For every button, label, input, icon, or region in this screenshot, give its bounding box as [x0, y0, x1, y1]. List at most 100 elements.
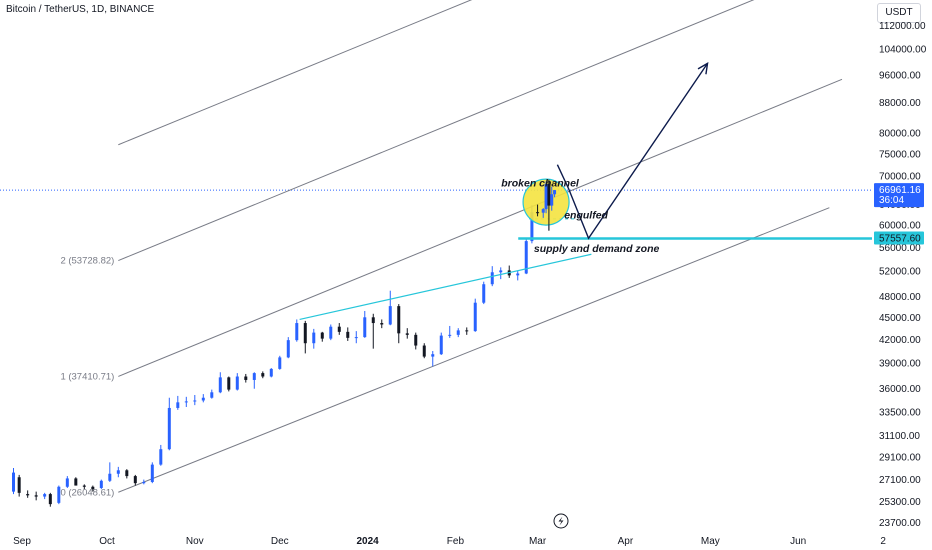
candle — [286, 337, 290, 359]
y-tick-label: 70000.00 — [879, 171, 921, 182]
candle — [507, 265, 511, 278]
candle — [142, 479, 146, 485]
candle — [346, 327, 350, 341]
x-tick-label: Mar — [529, 536, 547, 547]
candle — [235, 373, 239, 391]
candle — [65, 476, 69, 488]
candle — [227, 376, 231, 392]
y-tick-label: 48000.00 — [879, 292, 921, 303]
channel-line[interactable] — [118, 0, 842, 146]
x-tick-label: May — [701, 536, 720, 547]
candle — [465, 327, 469, 335]
candle — [363, 310, 367, 338]
currency-button[interactable]: USDT — [877, 3, 921, 23]
candle — [34, 491, 38, 501]
y-tick-label: 31100.00 — [879, 431, 920, 442]
candle — [544, 181, 548, 214]
candle — [337, 323, 341, 335]
candle — [456, 328, 460, 338]
y-tick-label: 36000.00 — [879, 384, 921, 395]
x-tick-label: Oct — [99, 536, 115, 547]
candle — [516, 271, 520, 281]
channel-line[interactable] — [118, 207, 830, 493]
current-price-label: 66961.16 — [879, 185, 921, 196]
zone-price-tag: 57557.60 — [874, 231, 924, 245]
candle — [159, 444, 163, 466]
candle — [553, 189, 557, 198]
candle — [167, 397, 171, 451]
candle — [536, 204, 540, 217]
candle — [550, 186, 554, 211]
y-tick-label: 112000.00 — [879, 21, 926, 32]
x-tick-label: Nov — [186, 536, 204, 547]
y-tick-label: 42000.00 — [879, 335, 921, 346]
candle — [439, 332, 443, 355]
candle — [329, 324, 333, 341]
candle — [414, 332, 418, 350]
candle — [116, 466, 120, 478]
candle — [176, 395, 180, 410]
candle — [448, 325, 452, 338]
candle — [482, 281, 486, 305]
channel-line[interactable] — [118, 78, 843, 377]
candle — [150, 462, 154, 484]
candle — [278, 355, 282, 370]
candle — [473, 298, 477, 332]
annotation-supply-demand-zone: supply and demand zone — [534, 243, 660, 255]
x-tick-label: Jun — [790, 536, 806, 547]
x-tick-label: Feb — [447, 536, 465, 547]
candle — [320, 331, 324, 342]
candle — [252, 372, 256, 389]
tradingview-logo-icon[interactable] — [553, 513, 569, 529]
x-tick-label: Dec — [271, 536, 289, 547]
candle — [422, 343, 426, 359]
candle — [48, 492, 52, 507]
candle — [405, 328, 409, 339]
y-tick-label: 29100.00 — [879, 452, 921, 463]
candle — [244, 373, 248, 383]
x-tick-label: Sep — [13, 536, 31, 547]
candle — [108, 462, 112, 482]
candle — [354, 331, 358, 344]
symbol-title: Bitcoin / TetherUS, 1D, BINANCE — [6, 4, 155, 15]
zone-price-label: 57557.60 — [879, 234, 921, 245]
fib-level-label: 2 (53728.82) — [60, 256, 114, 267]
candle — [201, 394, 205, 403]
x-tick-label: 2024 — [356, 536, 379, 547]
candle — [295, 319, 299, 342]
trend-line[interactable] — [299, 253, 592, 321]
y-tick-label: 45000.00 — [879, 313, 921, 324]
projection-path[interactable] — [556, 62, 709, 240]
candle — [184, 396, 188, 408]
candle — [312, 328, 316, 349]
candle — [388, 290, 392, 326]
fib-level-label: 1 (37410.71) — [60, 371, 114, 382]
candle — [133, 474, 137, 486]
candle — [380, 319, 384, 329]
y-tick-label: 52000.00 — [879, 267, 921, 278]
candle — [269, 368, 273, 378]
y-tick-label: 39000.00 — [879, 359, 921, 370]
y-tick-label: 104000.00 — [879, 45, 927, 56]
candle — [218, 372, 222, 394]
candle — [431, 351, 435, 367]
y-tick-label: 75000.00 — [879, 149, 921, 160]
y-tick-label: 56000.00 — [879, 243, 921, 254]
candle — [12, 468, 16, 495]
y-tick-label: 23700.00 — [879, 518, 921, 529]
candle — [499, 267, 503, 280]
candle — [74, 477, 78, 486]
candle — [99, 479, 103, 490]
candle — [82, 484, 86, 490]
candle — [303, 320, 307, 354]
y-tick-label: 88000.00 — [879, 98, 921, 109]
arrow-head-icon — [697, 62, 709, 75]
candle — [193, 395, 197, 406]
channel-line[interactable] — [118, 0, 842, 262]
candle — [524, 238, 528, 275]
candle — [371, 313, 375, 349]
candle — [26, 490, 30, 498]
x-tick-label: 2 — [880, 536, 886, 547]
